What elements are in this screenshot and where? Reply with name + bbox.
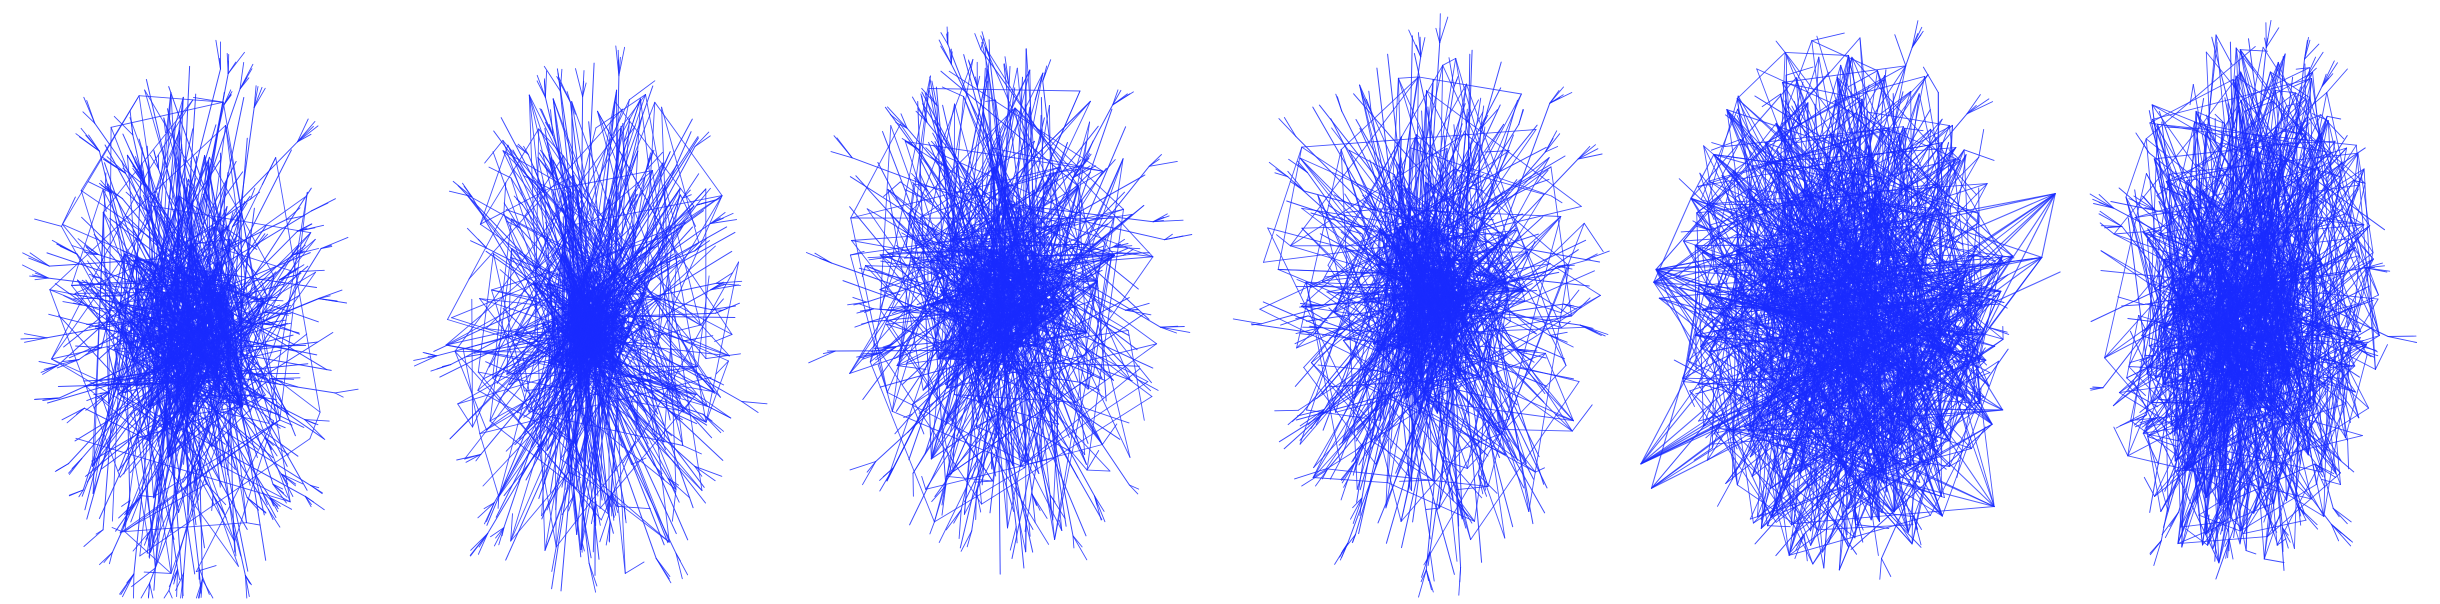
- graph-edges: [1232, 13, 1610, 598]
- graph-panel-6: [2089, 19, 2418, 580]
- graph-panel-5: [1640, 20, 2061, 580]
- graph-panel-4: [1232, 13, 1610, 598]
- graph-edges: [20, 39, 359, 599]
- graph-edges: [413, 45, 768, 593]
- graph-panel-3: [805, 26, 1193, 575]
- graph-panel-2: [413, 45, 768, 593]
- graph-edges: [2089, 19, 2418, 580]
- graph-panel-1: [20, 39, 359, 599]
- graph-edges: [1640, 20, 2061, 580]
- graph-edges: [805, 26, 1193, 575]
